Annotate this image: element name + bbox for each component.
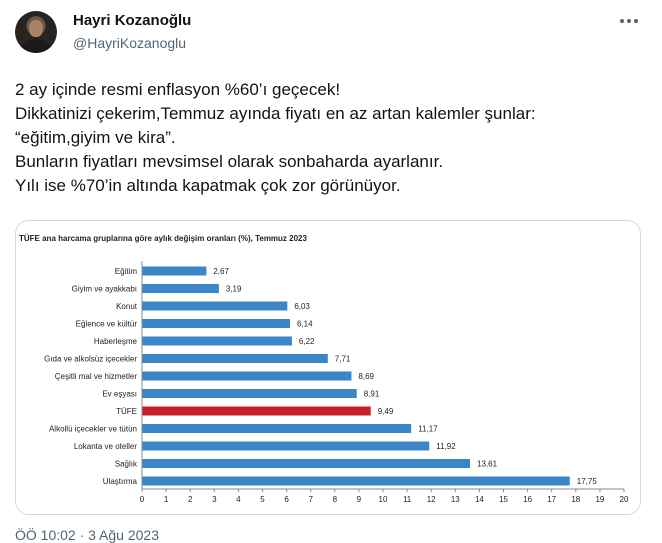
value-label: 11,17 (418, 425, 438, 434)
x-tick-label: 5 (260, 495, 265, 504)
bar (142, 441, 430, 451)
bar (142, 319, 290, 328)
value-label: 13,61 (477, 460, 498, 469)
bar (142, 301, 288, 311)
value-label: 8,69 (358, 372, 374, 381)
bar (142, 266, 207, 276)
category-label: Konut (116, 302, 138, 311)
x-tick-label: 3 (212, 495, 217, 504)
avatar[interactable] (15, 11, 57, 53)
category-label: Gıda ve alkolsüz içecekler (44, 355, 137, 364)
bar (142, 476, 570, 486)
tweet-timestamp[interactable]: ÖÖ 10:02 · 3 Ağu 2023 (15, 527, 159, 543)
bar (142, 389, 357, 398)
x-tick-label: 18 (571, 495, 580, 504)
x-tick-label: 20 (620, 495, 629, 504)
bar (142, 336, 292, 346)
bar (142, 371, 352, 381)
bar (142, 459, 471, 468)
value-label: 17,75 (577, 477, 598, 486)
value-label: 3,19 (226, 285, 242, 294)
value-label: 7,71 (335, 355, 351, 364)
x-tick-label: 6 (284, 495, 289, 504)
tweet-line: “eğitim,giyim ve kira”. (15, 128, 176, 147)
category-label: Alkollü içecekler ve tütün (49, 425, 137, 434)
chart-title: TÜFE ana harcama gruplarına göre aylık d… (19, 234, 307, 243)
x-tick-label: 4 (236, 495, 241, 504)
tweet-line: 2 ay içinde resmi enflasyon %60’ı geçece… (15, 80, 341, 99)
x-tick-label: 15 (499, 495, 508, 504)
category-label: TÜFE (116, 407, 137, 416)
x-tick-label: 11 (403, 495, 412, 504)
value-label: 6,22 (299, 337, 315, 346)
value-label: 9,49 (378, 407, 394, 416)
bar-highlight (142, 406, 371, 416)
x-tick-label: 7 (308, 495, 313, 504)
category-label: Haberleşme (94, 337, 138, 346)
tweet-line: Bunların fiyatları mevsimsel olarak sonb… (15, 152, 444, 171)
tweet-text: 2 ay içinde resmi enflasyon %60’ı geçece… (15, 78, 655, 198)
category-label: Ev eşyası (102, 390, 137, 399)
value-label: 2,67 (213, 267, 229, 276)
x-tick-label: 13 (451, 495, 460, 504)
x-tick-label: 19 (595, 495, 604, 504)
x-tick-label: 8 (333, 495, 338, 504)
avatar-shoulders (21, 39, 51, 53)
value-label: 6,14 (297, 320, 313, 329)
bar-chart: TÜFE ana harcama gruplarına göre aylık d… (19, 234, 629, 504)
category-label: Eğlence ve kültür (76, 320, 138, 329)
bar (142, 354, 328, 363)
user-handle[interactable]: @HayriKozanoglu (73, 35, 187, 51)
x-tick-label: 9 (357, 495, 362, 504)
x-tick-label: 1 (164, 495, 169, 504)
display-name[interactable]: Hayri Kozanoğlu (73, 12, 192, 29)
bar (142, 424, 412, 433)
category-label: Eğitim (115, 267, 138, 276)
avatar-face (29, 20, 43, 37)
x-tick-label: 10 (379, 495, 388, 504)
category-label: Sağlık (115, 460, 138, 469)
tweet-line: Dikkatinizi çekerim,Temmuz ayında fiyatı… (15, 104, 536, 123)
category-label: Lokanta ve oteller (74, 442, 137, 451)
tweet-media-chart[interactable]: TÜFE ana harcama gruplarına göre aylık d… (15, 220, 641, 515)
x-tick-label: 12 (427, 495, 436, 504)
tweet-line: Yılı ise %70’in altında kapatmak çok zor… (15, 176, 401, 195)
x-tick-label: 0 (140, 495, 145, 504)
more-horizontal-icon[interactable] (620, 13, 640, 29)
value-label: 6,03 (294, 302, 310, 311)
bar (142, 284, 219, 293)
category-label: Ulaştırma (103, 477, 138, 486)
category-label: Çeşitli mal ve hizmetler (55, 372, 138, 381)
value-label: 11,92 (436, 442, 456, 451)
value-label: 8,91 (364, 390, 380, 399)
category-label: Giyim ve ayakkabı (72, 285, 137, 294)
x-tick-label: 2 (188, 495, 193, 504)
x-tick-label: 14 (475, 495, 484, 504)
x-tick-label: 16 (523, 495, 532, 504)
x-tick-label: 17 (547, 495, 556, 504)
